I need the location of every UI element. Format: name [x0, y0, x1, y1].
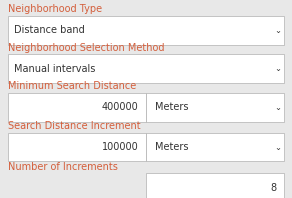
Text: ⌄: ⌄: [274, 103, 281, 112]
Text: Meters: Meters: [155, 102, 188, 112]
Text: Meters: Meters: [155, 142, 188, 152]
Text: 100000: 100000: [102, 142, 139, 152]
Bar: [146, 93, 284, 122]
Text: ⌄: ⌄: [274, 143, 281, 151]
Text: Search Distance Increment: Search Distance Increment: [8, 121, 141, 131]
Text: Number of Increments: Number of Increments: [8, 162, 118, 172]
Text: Manual intervals: Manual intervals: [14, 64, 95, 74]
Bar: [8, 54, 284, 83]
Text: Minimum Search Distance: Minimum Search Distance: [8, 81, 136, 91]
Bar: [8, 16, 284, 45]
Bar: [8, 93, 146, 122]
Text: 8: 8: [270, 183, 277, 193]
Text: 400000: 400000: [102, 102, 139, 112]
Text: Neighborhood Selection Method: Neighborhood Selection Method: [8, 43, 165, 52]
Text: Distance band: Distance band: [14, 25, 85, 35]
Text: Neighborhood Type: Neighborhood Type: [8, 4, 102, 14]
Text: ⌄: ⌄: [274, 64, 281, 73]
Text: ⌄: ⌄: [274, 26, 281, 35]
Bar: [146, 133, 284, 161]
Bar: [146, 173, 284, 198]
Bar: [8, 133, 146, 161]
